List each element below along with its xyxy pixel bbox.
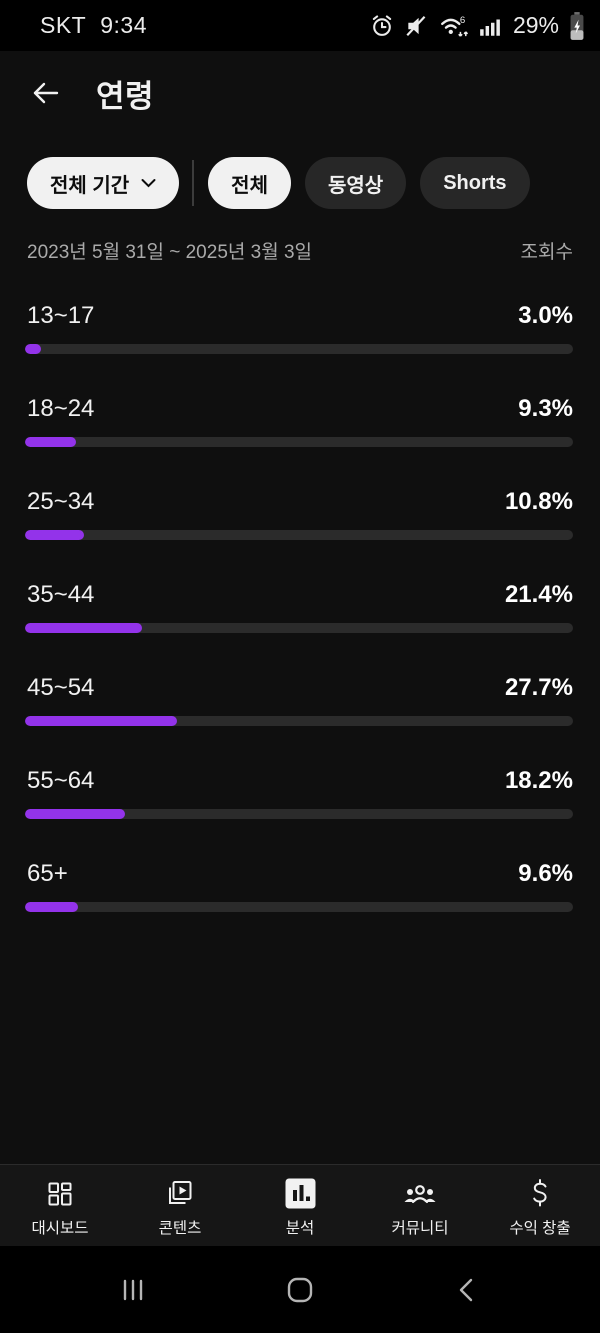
age-group-label: 55~64 [27, 767, 95, 794]
recents-button[interactable] [109, 1266, 157, 1314]
dashboard-icon [45, 1177, 75, 1209]
carrier-and-time: SKT 9:34 [40, 12, 147, 39]
mute-icon [404, 13, 430, 39]
nav-label-community: 커뮤니티 [391, 1220, 449, 1237]
nav-label-content: 콘텐츠 [158, 1220, 202, 1237]
bar-fill [25, 623, 143, 633]
nav-label-dashboard: 대시보드 [31, 1220, 89, 1237]
content-icon [164, 1177, 196, 1209]
content-filter-shorts[interactable]: Shorts [420, 157, 530, 209]
age-group-percent: 21.4% [504, 581, 573, 608]
android-navigation-bar [0, 1246, 600, 1333]
clock-time: 9:34 [100, 12, 147, 38]
bar-track [25, 809, 573, 819]
app-header: 연령 [0, 51, 600, 135]
age-bar-row: 65+ 9.6% [25, 860, 573, 953]
age-group-percent: 9.6% [518, 860, 573, 887]
age-group-percent: 3.0% [518, 302, 573, 329]
svg-text:6: 6 [460, 14, 465, 25]
wifi6-icon: 6 [439, 13, 469, 39]
content-filter-all[interactable]: 전체 [208, 157, 291, 209]
age-group-percent: 9.3% [518, 395, 573, 422]
nav-item-monetization[interactable]: 수익 창출 [480, 1165, 600, 1246]
nav-label-monetization: 수익 창출 [509, 1220, 571, 1237]
age-group-percent: 10.8% [504, 488, 573, 515]
age-bar-list: 13~17 3.0% 18~24 9.3% 25~34 10.8% [25, 302, 573, 953]
alarm-icon [369, 13, 395, 39]
battery-percent-label: 29% [512, 12, 559, 38]
back-button[interactable] [28, 76, 62, 110]
bar-track [25, 344, 573, 354]
bar-track [25, 530, 573, 540]
period-filter-chip[interactable]: 전체 기간 [27, 157, 180, 209]
battery-charging-icon [568, 11, 586, 41]
age-group-label: 18~24 [27, 395, 95, 422]
age-group-percent: 18.2% [504, 767, 573, 794]
bar-fill [25, 809, 125, 819]
age-group-label: 13~17 [27, 302, 95, 329]
content-filter-videos[interactable]: 동영상 [304, 157, 407, 209]
bottom-navigation: 대시보드 콘텐츠 분석 [0, 1164, 600, 1246]
age-bar-row: 18~24 9.3% [25, 395, 573, 488]
content-filter-videos-label: 동영상 [327, 174, 384, 197]
age-group-label: 25~34 [27, 488, 95, 515]
content-filter-shorts-label: Shorts [443, 171, 507, 194]
bar-track [25, 623, 573, 633]
bar-track [25, 716, 573, 726]
age-bar-row: 13~17 3.0% [25, 302, 573, 395]
bar-fill [25, 437, 76, 447]
report-meta-row: 2023년 5월 31일 ~ 2025년 3월 3일 조회수 [27, 237, 573, 264]
bar-track [25, 437, 573, 447]
nav-item-community[interactable]: 커뮤니티 [360, 1165, 480, 1246]
bar-track [25, 902, 573, 912]
nav-item-analytics[interactable]: 분석 [240, 1165, 360, 1246]
metric-label: 조회수 [520, 242, 573, 263]
age-group-label: 45~54 [27, 674, 95, 701]
monetization-icon [525, 1177, 555, 1209]
age-bar-row: 35~44 21.4% [25, 581, 573, 674]
age-bar-row: 25~34 10.8% [25, 488, 573, 581]
age-group-label: 35~44 [27, 581, 95, 608]
age-bar-row: 45~54 27.7% [25, 674, 573, 767]
content-filter-all-label: 전체 [231, 174, 268, 197]
bar-fill [25, 716, 177, 726]
chips-divider [192, 160, 195, 206]
nav-label-analytics: 분석 [285, 1220, 315, 1237]
analytics-icon [285, 1177, 316, 1209]
community-icon [402, 1177, 438, 1209]
home-button[interactable] [276, 1266, 324, 1314]
bar-fill [25, 530, 85, 540]
carrier-label: SKT [40, 12, 87, 38]
bar-fill [25, 902, 78, 912]
chevron-down-icon [141, 178, 156, 188]
back-nav-button[interactable] [443, 1266, 491, 1314]
period-filter-label: 전체 기간 [50, 174, 130, 197]
age-bar-row: 55~64 18.2% [25, 767, 573, 860]
age-group-percent: 27.7% [504, 674, 573, 701]
signal-strength-icon [478, 14, 504, 38]
bar-fill [25, 344, 42, 354]
nav-item-content[interactable]: 콘텐츠 [120, 1165, 240, 1246]
status-bar: SKT 9:34 [0, 0, 600, 51]
filter-chips-row: 전체 기간 전체 동영상 Shorts [27, 157, 600, 209]
page-title: 연령 [96, 78, 155, 114]
date-range-label: 2023년 5월 31일 ~ 2025년 3월 3일 [27, 242, 313, 263]
age-group-label: 65+ [27, 860, 68, 887]
nav-item-dashboard[interactable]: 대시보드 [0, 1165, 120, 1246]
